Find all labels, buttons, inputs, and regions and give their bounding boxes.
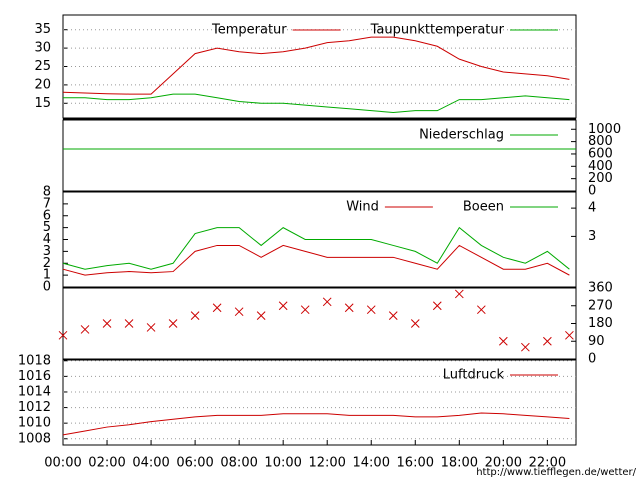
x-tick-label: 00:00: [44, 456, 81, 471]
x-tick-label: 08:00: [220, 456, 257, 471]
data-point: [234, 307, 244, 317]
data-point: [498, 336, 508, 346]
y2-tick-label: 3: [588, 229, 596, 244]
data-line: [62, 226, 570, 270]
y-tick-label: 5: [43, 220, 51, 235]
legend-label: Boeen: [463, 200, 504, 215]
y-tick-label: 1012: [18, 400, 51, 415]
x-tick-label: 10:00: [264, 456, 301, 471]
data-point: [190, 311, 200, 320]
y2-tick-label: 360: [588, 281, 613, 296]
data-point: [410, 319, 420, 328]
x-tick-label: 14:00: [353, 456, 390, 471]
data-point: [454, 289, 464, 299]
y-tick-label: 2: [43, 256, 51, 271]
y2-tick-label: 400: [588, 159, 613, 174]
y-tick-label: 20: [34, 77, 51, 92]
data-point: [322, 297, 332, 307]
y-tick-label: 15: [34, 96, 51, 111]
data-point: [543, 336, 552, 346]
data-point: [102, 319, 112, 328]
legend-label: Taupunkttemperatur: [370, 23, 505, 38]
y-tick-label: 6: [43, 208, 51, 223]
y2-tick-label: 1000: [588, 122, 621, 137]
data-point: [344, 303, 354, 313]
x-tick-label: 22:00: [529, 456, 566, 471]
data-point: [565, 330, 574, 340]
data-point: [212, 303, 222, 313]
legend-label: Niederschlag: [419, 128, 504, 143]
x-tick-label: 18:00: [441, 456, 478, 471]
x-tick-label: 04:00: [132, 456, 169, 471]
data-line: [62, 244, 570, 276]
y-tick-label: 1008: [18, 431, 51, 446]
x-tick-label: 06:00: [176, 456, 213, 471]
legend-label: Wind: [346, 200, 379, 215]
y-tick-label: 25: [34, 59, 51, 74]
data-point: [366, 305, 376, 315]
data-line: [62, 36, 570, 95]
x-tick-label: 02:00: [88, 456, 125, 471]
data-point: [521, 342, 530, 352]
y2-tick-label: 4: [588, 201, 596, 216]
y2-tick-label: 180: [588, 316, 613, 331]
data-point: [388, 311, 398, 320]
y2-tick-label: 90: [588, 334, 605, 349]
y-tick-label: 35: [34, 22, 51, 37]
y-tick-label: 8: [43, 185, 51, 200]
y-tick-label: 4: [43, 232, 51, 247]
y-tick-label: 1014: [18, 384, 51, 399]
data-line: [62, 412, 570, 436]
data-point: [124, 319, 134, 328]
y-tick-label: 1: [43, 268, 51, 283]
legend-label: Temperatur: [211, 23, 287, 38]
y2-tick-label: 270: [588, 298, 613, 313]
y-tick-label: 7: [43, 196, 51, 211]
source: http://www.tiefflegen.de/wetter/: [476, 467, 636, 478]
y-tick-label: 30: [34, 41, 51, 56]
y-tick-label: 3: [43, 244, 51, 259]
data-point: [278, 301, 288, 311]
x-tick-label: 20:00: [485, 456, 522, 471]
data-point: [432, 301, 442, 311]
y-tick-label: 1018: [18, 353, 51, 368]
data-point: [146, 323, 156, 332]
data-point: [300, 305, 310, 315]
data-point: [476, 305, 486, 315]
data-point: [168, 319, 178, 328]
x-tick-label: 16:00: [397, 456, 434, 471]
y-tick-label: 0: [43, 280, 51, 295]
y2-tick-label: 0: [588, 352, 596, 367]
x-tick-label: 12:00: [308, 456, 345, 471]
data-point: [256, 311, 266, 320]
y2-tick-label: 600: [588, 146, 613, 161]
legend-label: Luftdruck: [443, 368, 505, 383]
y2-tick-label: 200: [588, 171, 613, 186]
data-point: [58, 330, 68, 340]
data-line: [63, 93, 570, 113]
y2-tick-label: 800: [588, 134, 613, 149]
y-tick-label: 1016: [18, 369, 51, 384]
y-tick-label: 1010: [18, 416, 51, 431]
y2-tick-label: 0: [588, 184, 596, 199]
data-point: [80, 325, 90, 334]
panel-frame: [62, 287, 577, 360]
